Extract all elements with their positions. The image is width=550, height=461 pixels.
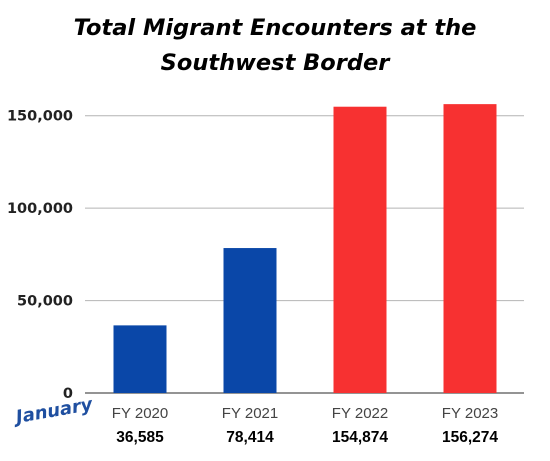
y-tick-label: 0 [63,386,73,402]
y-tick-label: 100,000 [7,201,73,217]
x-tick-label: FY 2023 [442,405,498,422]
y-tick-label: 50,000 [17,294,73,310]
data-label: 156,274 [442,429,498,446]
y-tick-label: 150,000 [7,109,73,125]
x-tick-label: FY 2022 [332,405,388,422]
data-label: 154,874 [332,429,388,446]
bar [333,106,387,393]
x-tick-label: FY 2021 [222,405,278,422]
bar [443,104,497,393]
data-label: 78,414 [226,429,274,446]
bar [223,248,277,393]
chart-title-line2: Southwest Border [160,50,390,76]
x-tick-label: FY 2020 [112,405,168,422]
chart-title-line1: Total Migrant Encounters at the [73,15,477,41]
data-label: 36,585 [116,429,164,446]
bar [113,325,167,393]
